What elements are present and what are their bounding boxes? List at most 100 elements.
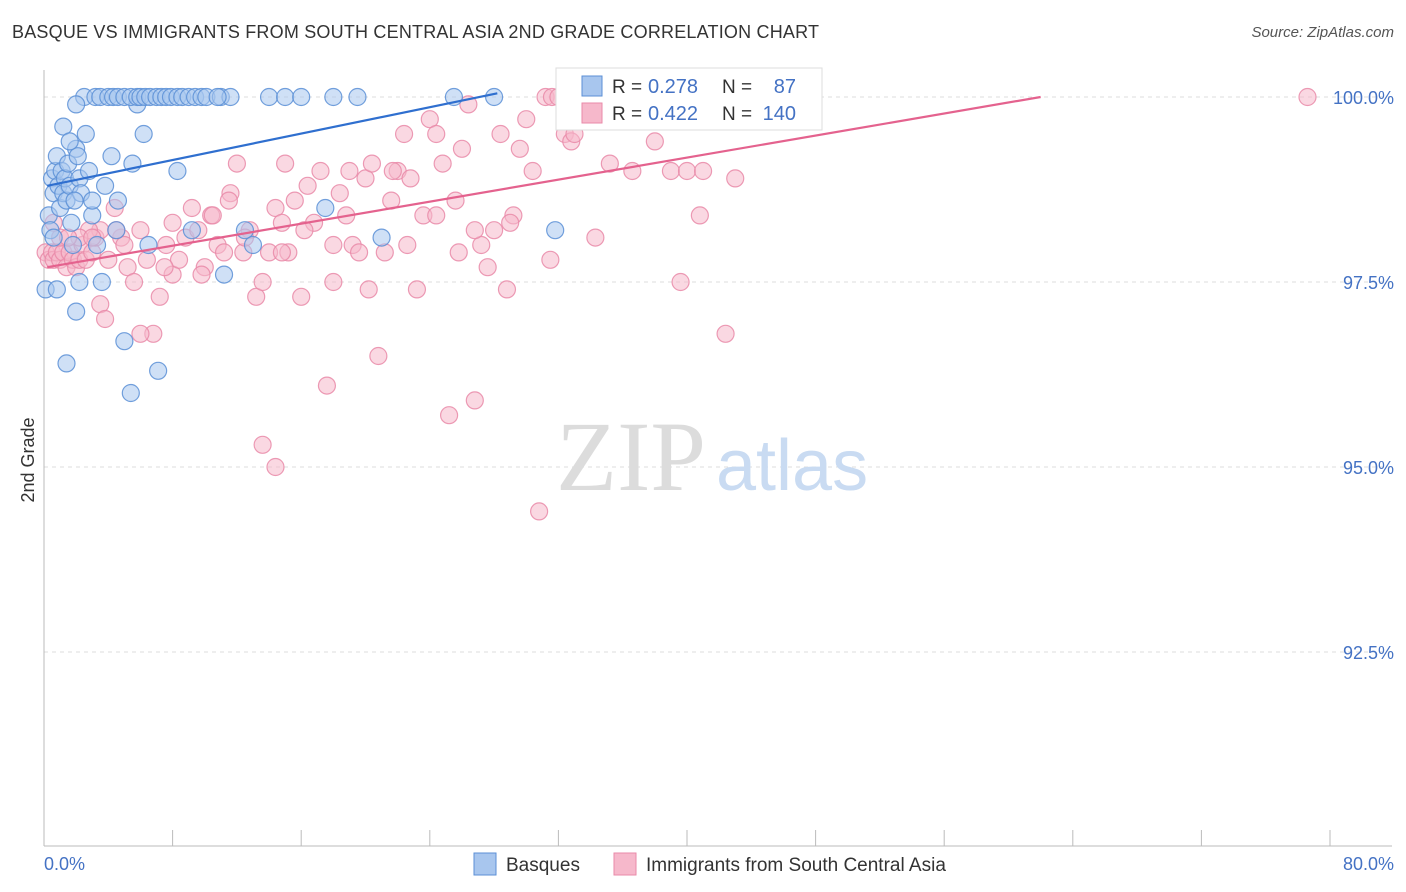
immigrants-point bbox=[369, 346, 388, 366]
basques-point bbox=[243, 235, 263, 255]
immigrants-point bbox=[362, 154, 382, 173]
basques-point bbox=[149, 361, 168, 380]
immigrants-point bbox=[452, 139, 472, 158]
immigrants-point bbox=[645, 132, 664, 151]
y-tick-label: 97.5% bbox=[1343, 273, 1394, 293]
immigrants-point bbox=[131, 221, 150, 240]
basques-point bbox=[316, 198, 335, 218]
immigrants-point bbox=[169, 250, 189, 269]
immigrants-point bbox=[510, 139, 529, 158]
immigrants-point bbox=[523, 161, 542, 181]
source-label: Source: ZipAtlas.com bbox=[1251, 24, 1394, 41]
immigrants-point bbox=[150, 287, 169, 306]
immigrants-point bbox=[693, 161, 713, 181]
basques-point bbox=[70, 272, 89, 292]
immigrants-legend-swatch bbox=[581, 102, 603, 124]
immigrants-point bbox=[192, 265, 211, 284]
immigrants-point bbox=[272, 243, 292, 262]
immigrants-point bbox=[497, 280, 517, 299]
immigrants-point bbox=[324, 235, 343, 255]
y-tick-label: 100.0% bbox=[1333, 88, 1394, 108]
bottom-legend-immigrants-label: Immigrants from South Central Asia bbox=[646, 855, 946, 876]
basques-point bbox=[107, 221, 126, 240]
y-tick-labels: 100.0% 97.5% 95.0% 92.5% bbox=[1333, 88, 1394, 663]
immigrants-point bbox=[407, 280, 427, 299]
basques-point bbox=[76, 124, 95, 144]
immigrants-point bbox=[292, 287, 311, 306]
immigrants-point bbox=[465, 391, 484, 410]
immigrants-point bbox=[349, 243, 369, 262]
y-axis-label: 2nd Grade bbox=[18, 417, 38, 502]
immigrants-point bbox=[124, 272, 144, 292]
basques-point bbox=[348, 87, 367, 107]
basques-point bbox=[372, 228, 391, 247]
basques-point bbox=[259, 87, 279, 107]
basques-n-label: N = bbox=[722, 77, 752, 98]
immigrants-point bbox=[427, 124, 446, 144]
basques-r-value: 0.278 bbox=[648, 76, 698, 98]
immigrants-point bbox=[600, 154, 619, 173]
immigrants-point bbox=[478, 258, 497, 277]
basques-legend-swatch bbox=[581, 75, 603, 97]
immigrants-point bbox=[311, 161, 330, 181]
basques-point bbox=[168, 161, 187, 181]
immigrants-n-label: N = bbox=[722, 104, 752, 125]
immigrants-point bbox=[253, 435, 272, 454]
immigrants-point bbox=[671, 272, 690, 292]
basques-n-value: 87 bbox=[774, 76, 796, 98]
axes bbox=[43, 70, 1392, 847]
immigrants-point bbox=[439, 406, 459, 425]
basques-point bbox=[134, 124, 153, 144]
basques-point bbox=[324, 87, 343, 107]
basques-point bbox=[546, 221, 565, 240]
immigrants-point bbox=[203, 206, 222, 225]
basques-point bbox=[102, 147, 121, 166]
basques-point bbox=[214, 265, 234, 284]
immigrants-point bbox=[690, 206, 709, 225]
immigrants-point bbox=[661, 161, 681, 181]
immigrants-point bbox=[324, 272, 343, 292]
basques-point bbox=[60, 132, 79, 151]
basques-point bbox=[95, 176, 115, 195]
immigrants-point bbox=[586, 228, 605, 247]
immigrants-point bbox=[375, 243, 394, 262]
x-tick-label-max: 80.0% bbox=[1343, 854, 1394, 874]
immigrants-point bbox=[501, 213, 520, 232]
immigrants-point bbox=[219, 191, 238, 210]
immigrants-point bbox=[677, 161, 697, 181]
trend-lines bbox=[46, 92, 1041, 269]
basques-trend-line bbox=[46, 92, 498, 187]
immigrants-point bbox=[446, 191, 465, 210]
bottom-legend-basques-swatch bbox=[473, 852, 497, 876]
immigrants-point bbox=[517, 110, 536, 129]
immigrants-point bbox=[99, 250, 118, 269]
stats-legend: R = 0.278 N = 87 R = 0.422 N = 140 bbox=[555, 67, 823, 131]
x-ticks bbox=[43, 830, 1331, 846]
series-legend: Basques Immigrants from South Central As… bbox=[473, 852, 946, 876]
immigrants-point bbox=[285, 191, 304, 210]
watermark-zip: ZIP bbox=[556, 401, 706, 512]
basques-point bbox=[44, 228, 63, 247]
immigrants-point bbox=[401, 169, 420, 188]
immigrants-point bbox=[716, 324, 735, 343]
basques-point bbox=[57, 354, 76, 373]
immigrants-point bbox=[449, 243, 468, 262]
immigrants-point bbox=[383, 161, 402, 181]
immigrants-point bbox=[182, 198, 201, 218]
basques-point bbox=[208, 87, 227, 107]
immigrants-point bbox=[1298, 87, 1317, 107]
basques-point bbox=[67, 302, 86, 321]
basques-point bbox=[67, 95, 86, 114]
immigrants-point bbox=[726, 169, 745, 188]
y-tick-label: 95.0% bbox=[1343, 458, 1394, 478]
basques-point bbox=[108, 191, 128, 210]
y-tick-label: 92.5% bbox=[1343, 643, 1394, 663]
immigrants-point bbox=[465, 221, 484, 240]
basques-point bbox=[292, 87, 311, 107]
immigrants-point bbox=[427, 206, 446, 225]
immigrants-point bbox=[330, 184, 349, 203]
basques-point bbox=[63, 235, 83, 255]
immigrants-point bbox=[491, 124, 510, 144]
immigrants-point bbox=[253, 272, 272, 292]
